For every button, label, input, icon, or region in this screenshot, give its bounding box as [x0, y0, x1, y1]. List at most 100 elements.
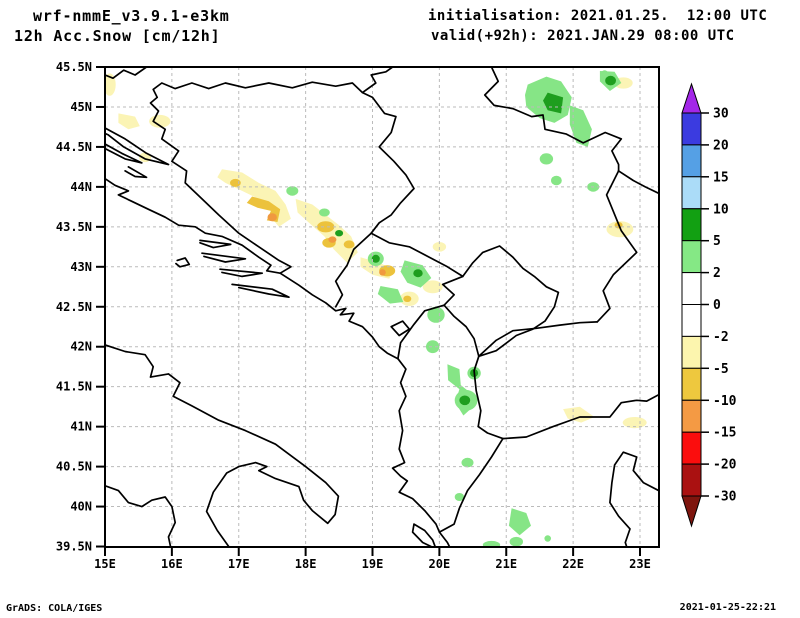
border-korcula-island	[219, 268, 264, 278]
snow-patch-py	[422, 280, 443, 294]
snow-patch-lg	[377, 286, 404, 304]
snow-patch-dg	[371, 254, 380, 263]
lat-tick-label: 42.5N	[56, 300, 92, 314]
colorbar-segment	[681, 112, 702, 146]
snow-patch-dg	[459, 395, 471, 406]
border-macedonia-north	[477, 321, 599, 358]
colorbar-segment	[681, 144, 702, 178]
colorbar-level-label: -30	[713, 490, 737, 505]
border-serbia-montenegro	[370, 232, 464, 278]
border-albania-macedonia	[473, 355, 504, 440]
border-hvar-island	[201, 252, 247, 263]
lat-tick-label: 41N	[70, 420, 92, 434]
product-title: 12h Acc.Snow [cm/12h]	[14, 27, 221, 45]
colorbar-under-arrow	[681, 495, 702, 528]
lon-tick-label: 15E	[94, 557, 116, 571]
lon-tick-label: 20E	[429, 557, 451, 571]
lon-tick-label: 17E	[228, 557, 250, 571]
colorbar-segment	[681, 240, 702, 274]
lat-tick-label: 43.5N	[56, 220, 92, 234]
lat-tick-label: 39.5N	[56, 540, 92, 554]
snow-patch-am	[317, 221, 335, 233]
grads-credit: GrADS: COLA/IGES	[6, 603, 103, 614]
colorbar-level-label: 15	[713, 170, 729, 185]
colorbar-level-label: 10	[713, 202, 729, 217]
border-velebit-channel	[105, 127, 170, 166]
lat-tick-label: 45N	[70, 100, 92, 114]
colorbar-level-label: -10	[713, 394, 737, 409]
snow-patch-am	[230, 178, 241, 187]
colorbar-segment	[681, 208, 702, 242]
border-danube-east	[617, 170, 659, 195]
border-dalmatia-albania-coast	[105, 177, 451, 547]
snow-patch-or	[267, 213, 277, 222]
lat-tick-label: 44N	[70, 180, 92, 194]
snow-patch-or	[379, 269, 386, 276]
snow-patch-dg	[335, 230, 344, 237]
initialisation-time: initialisation: 2021.01.25. 12:00 UTC	[428, 8, 768, 24]
colorbar-level-label: 20	[713, 138, 729, 153]
lat-tick-label: 40.5N	[56, 460, 92, 474]
colorbar-level-label: 2	[713, 266, 721, 281]
snow-patch-or	[328, 236, 337, 243]
border-danube-serbia-romania	[483, 67, 623, 172]
snow-patches	[105, 70, 647, 547]
coastlines-borders	[105, 67, 659, 547]
snow-patch-py	[118, 113, 140, 130]
border-peljesac-mljet	[231, 283, 290, 299]
border-croatia-serbia-north	[361, 67, 394, 94]
colorbar-segment	[681, 367, 702, 401]
snow-patch-py	[432, 242, 447, 252]
border-corfu-island	[411, 523, 437, 547]
lon-tick-label: 19E	[362, 557, 384, 571]
colorbar-level-label: -2	[713, 330, 729, 345]
model-title: wrf-nmmE_v3.9.1-e3km	[33, 7, 230, 25]
colorbar-level-label: 0	[713, 298, 721, 313]
border-italy-adriatic-heel	[105, 344, 340, 547]
map-interior	[105, 67, 659, 547]
lat-tick-label: 42N	[70, 340, 92, 354]
snow-patch-lg	[427, 306, 445, 323]
snow-patch-dg	[413, 269, 423, 278]
lat-tick-label: 44.5N	[56, 140, 92, 154]
snow-patch-lg	[508, 508, 531, 536]
lon-tick-label: 23E	[629, 557, 651, 571]
lon-tick-label: 22E	[562, 557, 584, 571]
valid-time: valid(+92h): 2021.JAN.29 08:00 UTC	[431, 28, 735, 44]
lat-tick-label: 40N	[70, 500, 92, 514]
snow-patch-lg	[286, 186, 299, 196]
colorbar-segment	[681, 399, 702, 433]
lon-tick-label: 21E	[495, 557, 517, 571]
snow-patch-lg	[426, 340, 440, 354]
border-zadar-islands	[124, 166, 148, 179]
snow-patch-lg	[319, 208, 330, 217]
snow-patch-dg	[605, 75, 616, 86]
border-serbia-bulgaria	[596, 170, 638, 323]
creation-timestamp: 2021-01-25-22:21	[679, 602, 776, 613]
lat-tick-label: 41.5N	[56, 380, 92, 394]
snow-patch-dg	[543, 92, 564, 114]
border-macedonia-greece	[502, 393, 659, 440]
border-vis-island	[175, 257, 191, 268]
border-montenegro-albania	[397, 304, 445, 360]
lat-tick-label: 45.5N	[56, 60, 92, 74]
snow-patch-lg	[539, 153, 554, 165]
border-italy-calabria	[105, 484, 177, 547]
colorbar-level-label: -20	[713, 458, 737, 473]
colorbar-level-label: -15	[713, 426, 736, 441]
snow-patch-py	[622, 417, 647, 429]
border-pag-island	[105, 143, 143, 164]
colorbar-level-label: 30	[713, 107, 729, 122]
colorbar-segment	[681, 176, 702, 210]
colorbar-segment	[681, 463, 702, 497]
border-bosnia-outline	[149, 81, 415, 308]
colorbar-over-arrow	[681, 82, 702, 114]
snow-patch-lg	[461, 457, 474, 468]
colorbar-segment	[681, 272, 702, 306]
border-coast-hook-nw	[105, 67, 148, 80]
border-albania-greece	[438, 437, 504, 533]
snow-patch-am	[403, 295, 412, 302]
colorbar-segment	[681, 335, 702, 369]
